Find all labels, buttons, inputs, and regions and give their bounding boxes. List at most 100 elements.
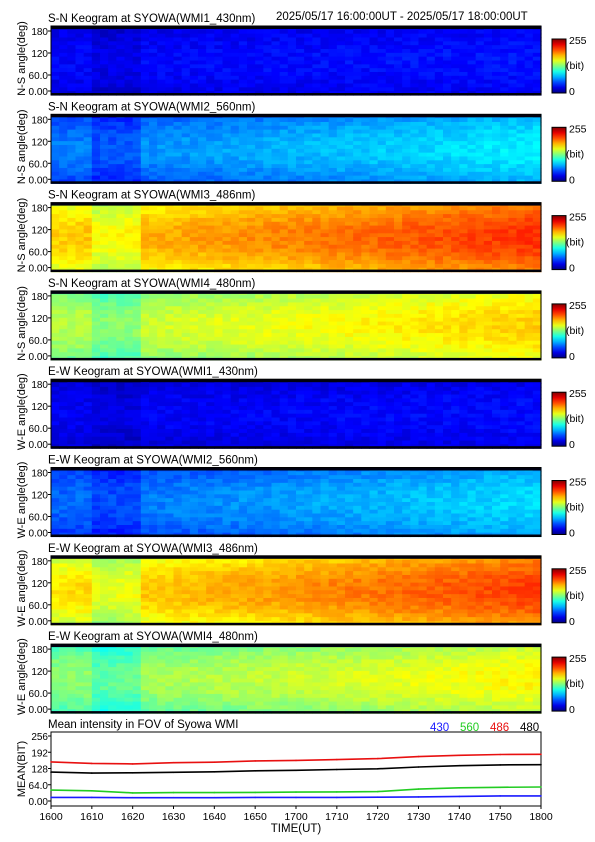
keogram-cell	[181, 352, 191, 357]
keogram-cell	[83, 45, 93, 50]
keogram-cell	[83, 160, 93, 165]
keogram-cell	[361, 148, 371, 154]
keogram-cell	[483, 133, 493, 138]
keogram-cell	[304, 152, 313, 158]
keogram-cell	[312, 206, 322, 211]
keogram-cell	[83, 432, 93, 438]
keogram-cell	[287, 421, 297, 426]
keogram-cell	[67, 248, 77, 254]
keogram-cell	[222, 398, 232, 403]
keogram-cell	[91, 217, 101, 223]
colorbar-unit-label: (bit)	[566, 60, 584, 72]
keogram-cell	[336, 298, 346, 303]
keogram-cell	[173, 87, 183, 92]
keogram-cell	[124, 160, 134, 165]
keogram-cell	[67, 156, 77, 161]
keogram-cell	[51, 33, 60, 39]
keogram-cell	[287, 394, 297, 399]
keogram-cell	[165, 56, 175, 62]
keogram-cell	[230, 233, 240, 238]
keogram-cell	[443, 171, 452, 177]
keogram-cell	[418, 348, 428, 353]
keogram-cell	[459, 75, 469, 81]
keogram-title: S-N Keogram at SYOWA(WMI3_486nm)	[48, 190, 255, 202]
keogram-cell	[434, 52, 444, 58]
keogram-cell	[173, 217, 183, 223]
keogram-cell	[394, 167, 403, 173]
keogram-cell	[173, 237, 183, 242]
keogram-cell	[206, 333, 215, 338]
keogram-cell	[198, 294, 207, 300]
keogram-cell	[320, 79, 330, 85]
keogram-cell	[59, 244, 68, 250]
keogram-cell	[91, 160, 101, 165]
keogram-cell	[279, 417, 289, 422]
keogram-cell	[459, 256, 469, 261]
keogram-cell	[214, 329, 224, 334]
keogram-cell	[100, 336, 109, 342]
keogram-cell	[328, 52, 338, 58]
keogram-cell	[108, 386, 117, 392]
keogram-cell	[402, 137, 411, 142]
keogram-cell	[255, 248, 264, 254]
keogram-cell	[532, 302, 542, 307]
keogram-cell	[443, 294, 452, 300]
keogram-cell	[67, 398, 77, 403]
keogram-cell	[124, 321, 134, 326]
keogram-cell	[516, 306, 526, 311]
keogram-cell	[59, 260, 68, 265]
colorbar	[551, 126, 567, 182]
keogram-cell	[222, 425, 232, 430]
keogram-cell	[312, 436, 322, 442]
keogram-cell	[189, 152, 199, 158]
keogram-cell	[51, 233, 60, 238]
keogram-cell	[247, 72, 256, 77]
keogram-cell	[181, 37, 191, 42]
keogram-cell	[271, 45, 281, 50]
keogram-cell	[230, 171, 240, 177]
keogram-cell	[230, 298, 240, 303]
keogram-cell	[377, 45, 387, 50]
keogram-cell	[516, 240, 526, 246]
keogram-cell	[296, 171, 305, 177]
keogram-cell	[230, 321, 240, 326]
keogram-cell	[287, 344, 297, 349]
keogram-cell	[410, 37, 420, 42]
keogram-cell	[434, 129, 444, 135]
keogram-cell	[434, 49, 444, 54]
keogram-cell	[206, 152, 215, 158]
keogram-cell	[434, 256, 444, 261]
keogram-cell	[124, 75, 134, 81]
keogram-cell	[377, 167, 387, 173]
keogram-cell	[402, 164, 411, 169]
keogram-cell	[394, 152, 403, 158]
colorbar	[551, 38, 567, 94]
keogram-cell	[189, 402, 199, 407]
keogram-cell	[287, 321, 297, 326]
keogram-cell	[116, 352, 126, 357]
keogram-cell	[116, 206, 126, 211]
keogram-cell	[157, 294, 166, 300]
keogram-cell	[132, 310, 142, 315]
keogram-cell	[500, 248, 509, 254]
keogram-cell	[173, 175, 183, 181]
keogram-cell	[483, 141, 493, 146]
keogram-cell	[206, 406, 215, 411]
keogram-cell	[418, 217, 428, 223]
keogram-cell	[434, 325, 444, 330]
keogram-cell	[206, 237, 215, 242]
keogram-cell	[222, 164, 232, 169]
keogram-cell	[124, 432, 134, 438]
keogram-cell	[271, 79, 281, 85]
keogram-cell	[100, 148, 109, 154]
keogram-cell	[230, 129, 240, 135]
keogram-cell	[279, 302, 289, 307]
keogram-cell	[312, 68, 322, 73]
keogram-cell	[500, 45, 509, 50]
keogram-cell	[59, 313, 68, 319]
keogram-cell	[140, 394, 150, 399]
keogram-cell	[140, 229, 150, 234]
keogram-cell	[418, 152, 428, 158]
keogram-cell	[230, 75, 240, 81]
keogram-cell	[238, 79, 248, 85]
